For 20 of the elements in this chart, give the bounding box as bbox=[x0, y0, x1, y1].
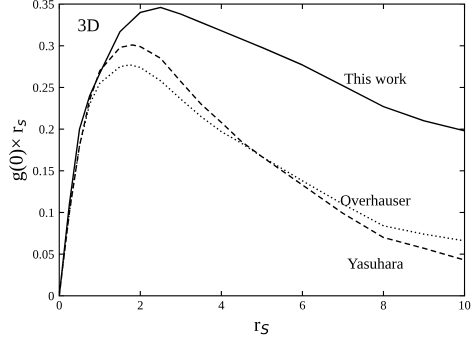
y-tick-label: 0.3 bbox=[39, 42, 54, 50]
x-tick-label: 2 bbox=[138, 301, 143, 310]
y-tick-label: 0.1 bbox=[39, 208, 54, 217]
x-tick-label: 4 bbox=[218, 301, 224, 310]
x-axis-title: r$_{S}$ bbox=[254, 322, 269, 334]
series-label: Yasuhara bbox=[347, 258, 404, 269]
y-tick-label: 0.35 bbox=[32, 0, 54, 9]
x-tick-label: 6 bbox=[300, 301, 306, 310]
y-tick-label: 0 bbox=[48, 292, 54, 300]
series-label: This work bbox=[344, 73, 407, 84]
annotation: 3D bbox=[78, 19, 99, 32]
y-tick-label: 0.15 bbox=[32, 166, 54, 176]
y-tick-label: 0.25 bbox=[32, 83, 54, 92]
y-tick-label: 0.05 bbox=[32, 250, 54, 259]
x-tick-label: 10 bbox=[459, 301, 470, 310]
series-label: Overhauser bbox=[340, 194, 410, 206]
y-tick-label: 0.2 bbox=[39, 125, 54, 134]
x-tick-label: 8 bbox=[380, 301, 386, 310]
y-axis-title: g(0)× r$_{s}$ bbox=[9, 120, 27, 180]
x-tick-label: 0 bbox=[56, 301, 62, 310]
